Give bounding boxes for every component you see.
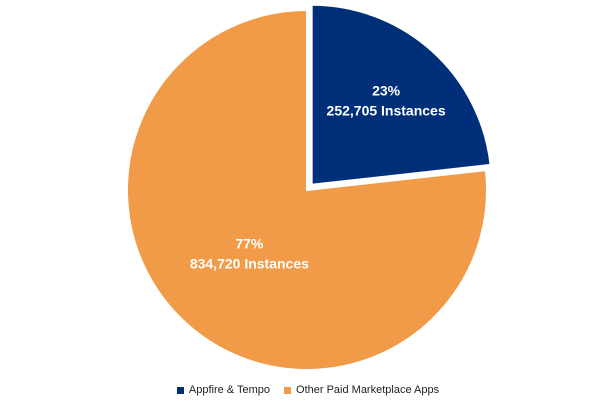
legend-item-other-apps: Other Paid Marketplace Apps xyxy=(284,384,439,396)
legend-swatch-appfire xyxy=(176,386,184,394)
slice-percent-label-appfire: 23% xyxy=(372,83,401,99)
pie-slice-other-apps xyxy=(126,8,488,371)
legend-label-appfire: Appfire & Tempo xyxy=(188,384,271,396)
legend: Appfire & Tempo Other Paid Marketplace A… xyxy=(0,384,616,396)
slice-value-label-other-apps: 834,720 Instances xyxy=(190,255,309,271)
pie-slice-appfire xyxy=(310,3,492,186)
legend-label-other-apps: Other Paid Marketplace Apps xyxy=(296,384,440,396)
slice-value-label-appfire: 252,705 Instances xyxy=(327,103,446,119)
legend-swatch-other-apps xyxy=(284,386,292,394)
legend-item-appfire: Appfire & Tempo xyxy=(176,384,271,396)
slice-percent-label-other-apps: 77% xyxy=(235,235,264,251)
